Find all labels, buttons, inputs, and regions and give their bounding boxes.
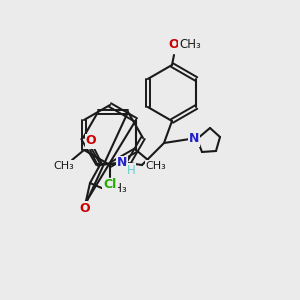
Text: Cl: Cl [103,178,117,191]
Text: N: N [189,133,199,146]
Text: O: O [80,202,90,214]
Text: CH₃: CH₃ [105,182,127,196]
Text: N: N [117,157,127,169]
Text: CH₃: CH₃ [54,161,74,171]
Text: O: O [86,134,96,148]
Text: CH₃: CH₃ [146,161,167,171]
Text: CH₃: CH₃ [179,38,201,52]
Text: O: O [169,38,179,52]
Text: H: H [127,164,135,176]
